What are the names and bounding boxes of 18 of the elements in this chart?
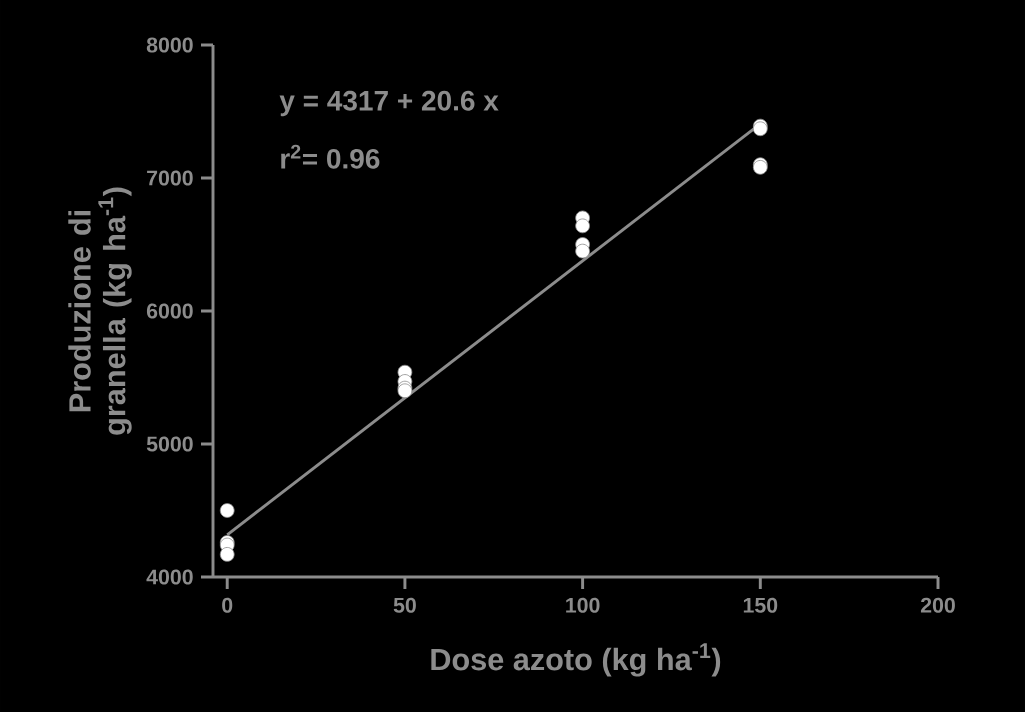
y-tick-label: 4000 — [146, 569, 193, 585]
y-tick-label: 6000 — [146, 303, 193, 319]
point — [575, 218, 590, 234]
y-tick-label: 5000 — [146, 436, 193, 452]
x-axis-title: Dose azoto (kg ha$^{-1}$) — [431, 643, 721, 677]
annotation: y = 4317 + 20.6 x — [279, 90, 499, 117]
x-tick-label: 50 — [393, 597, 416, 613]
x-tick-label: 150 — [743, 597, 778, 613]
x-tick-label: 0 — [222, 597, 233, 613]
point — [575, 243, 590, 259]
y-axis-title: Produzione di granella (kg ha$^{-1}$) — [68, 187, 132, 435]
x-tick-label: 200 — [920, 597, 955, 613]
y-tick-label: 7000 — [147, 170, 193, 186]
y-tick-label: 8000 — [146, 37, 193, 53]
annotation: r$^{2}$= 0.96 — [281, 144, 380, 169]
x-tick-label: 100 — [566, 597, 600, 613]
point — [219, 503, 235, 518]
point — [219, 547, 235, 562]
